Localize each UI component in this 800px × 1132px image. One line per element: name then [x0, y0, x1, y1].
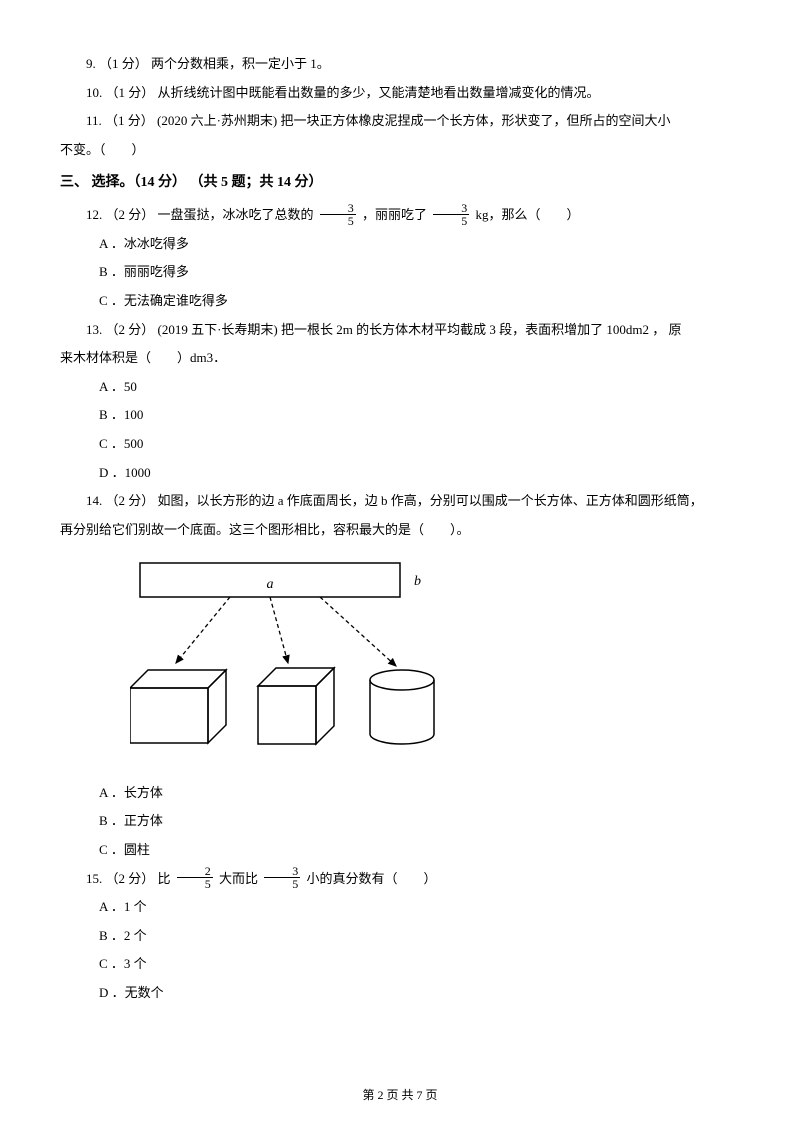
shapes-diagram: a b — [130, 558, 460, 758]
q12-option-b: B ．丽丽吃得多 — [60, 258, 740, 287]
question-15: 15. （2 分） 比 25 大而比 35 小的真分数有（ ） — [60, 865, 740, 894]
question-13-line1: 13. （2 分） (2019 五下·长寿期末) 把一根长 2m 的长方体木材平… — [60, 316, 740, 345]
question-14-figure: a b — [130, 558, 740, 769]
question-14-line2: 再分别给它们别故一个底面。这三个图形相比，容积最大的是（ ）。 — [60, 516, 740, 545]
q15-part-b: 大而比 — [219, 871, 261, 886]
cuboid-icon — [130, 670, 226, 743]
q15-part-c: 小的真分数有（ ） — [307, 871, 437, 886]
q13-option-c: C ．500 — [60, 430, 740, 459]
q14-option-a: A ．长方体 — [60, 779, 740, 808]
question-13-line2: 来木材体积是（ ）dm3． — [60, 344, 740, 373]
q15-option-a: A ．1 个 — [60, 893, 740, 922]
q12-option-c: C ．无法确定谁吃得多 — [60, 287, 740, 316]
label-a: a — [267, 577, 274, 592]
question-12: 12. （2 分） 一盘蛋挞，冰冰吃了总数的 35 ，丽丽吃了 35 kg，那么… — [60, 201, 740, 230]
fraction-3-5: 35 — [320, 202, 356, 227]
question-10: 10. （1 分） 从折线统计图中既能看出数量的多少，又能清楚地看出数量增减变化… — [60, 79, 740, 108]
label-b: b — [414, 574, 421, 589]
q13-option-d: D ．1000 — [60, 459, 740, 488]
q15-option-b: B ．2 个 — [60, 922, 740, 951]
cylinder-icon — [370, 670, 434, 744]
fraction-3-5: 35 — [433, 202, 469, 227]
q13-option-b: B ．100 — [60, 401, 740, 430]
question-14-line1: 14. （2 分） 如图，以长方形的边 a 作底面周长，边 b 作高，分别可以围… — [60, 487, 740, 516]
q15-part-a: 15. （2 分） 比 — [86, 871, 174, 886]
section-3-title: 三、 选择。（14 分） （共 5 题；共 14 分） — [60, 168, 740, 199]
q12-part-b: ，丽丽吃了 — [362, 207, 430, 222]
fraction-3-5: 35 — [264, 865, 300, 890]
q14-option-c: C ．圆柱 — [60, 836, 740, 865]
q14-option-b: B ．正方体 — [60, 807, 740, 836]
q12-option-a: A ．冰冰吃得多 — [60, 230, 740, 259]
question-11-line1: 11. （1 分） (2020 六上·苏州期末) 把一块正方体橡皮泥捏成一个长方… — [60, 107, 740, 136]
q15-option-d: D ．无数个 — [60, 979, 740, 1008]
page-footer: 第 2 页 共 7 页 — [0, 1082, 800, 1108]
q12-part-c: kg，那么（ ） — [476, 207, 580, 222]
question-9: 9. （1 分） 两个分数相乘，积一定小于 1。 — [60, 50, 740, 79]
question-11-line2: 不变。（ ） — [60, 136, 740, 165]
q15-option-c: C ．3 个 — [60, 950, 740, 979]
fraction-2-5: 25 — [177, 865, 213, 890]
cube-icon — [258, 668, 334, 744]
q13-option-a: A ．50 — [60, 373, 740, 402]
q12-part-a: 12. （2 分） 一盘蛋挞，冰冰吃了总数的 — [86, 207, 317, 222]
